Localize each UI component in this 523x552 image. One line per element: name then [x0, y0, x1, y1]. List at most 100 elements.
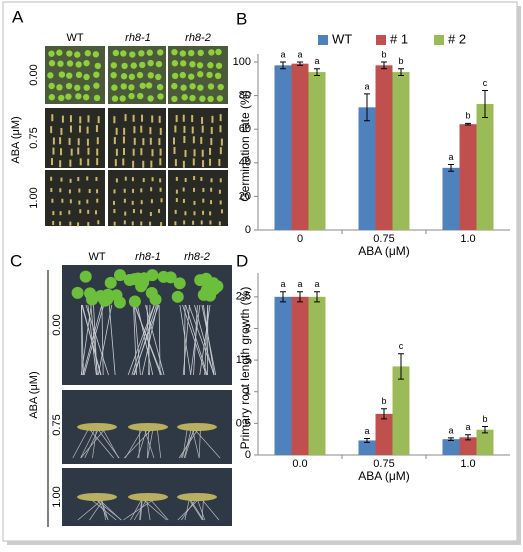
- seedling: [125, 177, 127, 181]
- seedling: [141, 200, 143, 204]
- seedling: [51, 158, 53, 165]
- leaf: [80, 271, 92, 283]
- leaf: [146, 287, 158, 299]
- seedling: [185, 150, 187, 157]
- seedling: [210, 200, 212, 204]
- seedling: [219, 190, 221, 194]
- seedling: [96, 189, 98, 193]
- seedling: [160, 222, 162, 226]
- seedling: [87, 222, 89, 226]
- seedling: [193, 188, 195, 192]
- seedling: [209, 159, 211, 166]
- seedling: [79, 209, 81, 213]
- legend-label: # 1: [390, 31, 408, 46]
- row-label: 0.00: [51, 314, 63, 335]
- seedling: [218, 84, 224, 90]
- seedling: [114, 137, 116, 144]
- seedling: [147, 50, 153, 56]
- seedlings: [128, 423, 168, 431]
- seedling: [156, 61, 162, 67]
- seedling: [180, 60, 186, 66]
- seedling: [49, 94, 55, 100]
- leaf: [158, 271, 170, 283]
- seedling: [68, 210, 70, 214]
- seedling: [131, 62, 137, 68]
- seedling: [59, 137, 61, 144]
- seedling: [159, 116, 161, 123]
- seedling: [218, 159, 220, 166]
- seedlings: [177, 423, 217, 431]
- seedling: [185, 178, 187, 182]
- seedling: [96, 199, 98, 203]
- significance-letter: b: [482, 414, 487, 424]
- seedling: [202, 188, 204, 192]
- seedling: [70, 199, 72, 203]
- seedling: [52, 211, 54, 215]
- leaf: [174, 277, 186, 289]
- bar: [309, 297, 326, 455]
- seedling: [206, 72, 212, 78]
- seedling: [160, 188, 162, 192]
- bar: [443, 439, 460, 455]
- seedling: [60, 128, 62, 135]
- seedling: [176, 198, 178, 202]
- seedling: [60, 148, 62, 155]
- seedling: [176, 115, 178, 122]
- axis-label: ABA (μM): [10, 116, 22, 163]
- seedling: [75, 61, 81, 67]
- seedling: [97, 220, 99, 224]
- seedling: [143, 178, 145, 182]
- seedling: [134, 138, 136, 145]
- seedling: [201, 117, 203, 124]
- seedling: [133, 209, 135, 213]
- seedlings: [177, 493, 217, 501]
- seedling: [79, 126, 81, 133]
- seedling: [125, 114, 127, 121]
- axis-label: Primary root length growth (%): [238, 287, 252, 450]
- seedling: [140, 210, 142, 214]
- seedling: [150, 212, 152, 216]
- seedling: [174, 147, 176, 154]
- seedling: [171, 83, 177, 89]
- y-tick-label: 100: [233, 56, 251, 68]
- seedling: [209, 211, 211, 215]
- seedling: [133, 115, 135, 122]
- bar: [275, 297, 292, 455]
- seedling: [114, 222, 116, 226]
- seedling: [158, 209, 160, 213]
- seedling: [146, 82, 152, 88]
- seedling: [171, 49, 177, 55]
- seedling: [70, 115, 72, 122]
- seedling: [176, 177, 178, 181]
- legend-label: WT: [332, 31, 352, 46]
- seedling: [95, 63, 101, 69]
- y-tick-label: 0: [245, 224, 251, 236]
- seedling: [189, 61, 195, 67]
- seedling: [139, 62, 145, 68]
- row-label: 1.00: [51, 486, 63, 507]
- seedling: [115, 159, 117, 166]
- seedling: [193, 158, 195, 165]
- seedling: [208, 49, 214, 55]
- seedling: [211, 178, 213, 182]
- seedling: [181, 94, 187, 100]
- seedling: [180, 72, 186, 78]
- bar: [443, 168, 460, 230]
- leaf: [207, 281, 219, 293]
- seedling: [58, 95, 64, 101]
- seedling: [78, 189, 80, 193]
- seedling: [69, 160, 71, 167]
- bar: [376, 414, 393, 455]
- row-label: 1.00: [28, 187, 40, 208]
- seedling: [51, 114, 53, 121]
- seedling: [49, 60, 55, 66]
- seedling: [87, 148, 89, 155]
- leaf: [99, 295, 111, 307]
- column-label: WT: [66, 32, 83, 44]
- seedling: [160, 128, 162, 135]
- seedling: [137, 93, 143, 99]
- seedling: [188, 50, 194, 56]
- significance-letter: a: [297, 49, 302, 59]
- seedling: [140, 221, 142, 225]
- leaf: [194, 274, 206, 286]
